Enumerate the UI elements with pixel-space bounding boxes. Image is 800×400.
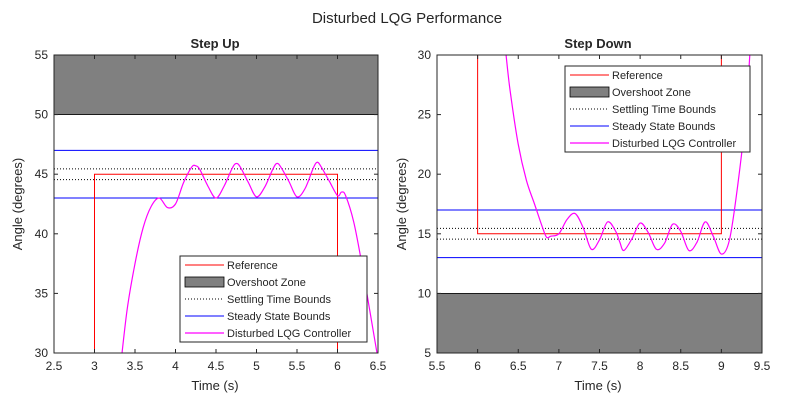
x-tick-label: 6 [474,359,481,373]
x-tick-label: 7.5 [591,359,608,373]
x-tick-label: 9.5 [754,359,771,373]
chart-title: Step Down [564,36,631,51]
y-tick-label: 30 [35,346,49,360]
legend-label: Disturbed LQG Controller [612,138,736,150]
x-tick-label: 5.5 [289,359,306,373]
x-tick-label: 7 [556,359,563,373]
legend-label: Overshoot Zone [227,277,306,289]
y-axis-label: Angle (degrees) [10,158,25,251]
x-tick-label: 2.5 [46,359,63,373]
x-tick-label: 5.5 [429,359,446,373]
x-tick-label: 3 [91,359,98,373]
legend: Reference Overshoot Zone Settling Time Bou… [179,255,368,343]
x-tick-label: 4.5 [208,359,225,373]
y-tick-label: 45 [35,167,49,181]
y-tick-label: 50 [35,108,49,122]
y-tick-label: 55 [35,48,49,62]
y-tick-label: 30 [418,48,432,62]
x-tick-label: 4 [172,359,179,373]
x-axis-label: Time (s) [574,378,621,393]
y-tick-label: 25 [418,108,432,122]
overshoot-zone [437,292,762,353]
series-disturbed-lqg-controller [121,161,378,353]
legend-label: Steady State Bounds [612,121,716,133]
chart-title: Step Up [190,36,239,51]
series-disturbed-lqg-controller [505,55,751,255]
x-tick-label: 6 [334,359,341,373]
y-axis-label: Angle (degrees) [394,158,409,251]
legend-label: Disturbed LQG Controller [227,328,351,340]
legend-label: Reference [227,260,278,272]
y-tick-label: 40 [35,227,49,241]
y-tick-label: 15 [418,227,432,241]
legend-label: Reference [612,70,663,82]
x-tick-label: 5 [253,359,260,373]
legend-label: Settling Time Bounds [227,294,331,306]
y-tick-label: 35 [35,286,49,300]
x-tick-label: 9 [718,359,725,373]
overshoot-zone [54,55,378,115]
x-tick-label: 3.5 [127,359,144,373]
x-tick-label: 8.5 [672,359,689,373]
legend: Reference Overshoot Zone Settling Time Bou… [564,65,751,153]
y-tick-label: 20 [418,167,432,181]
x-tick-label: 6.5 [370,359,387,373]
legend-swatch-overshoot [184,276,225,288]
y-tick-label: 5 [424,346,431,360]
legend-label: Settling Time Bounds [612,104,716,116]
chart-step-up: Step Up Time (s) Angle (degrees) 2.5 3 3.5… [10,36,387,393]
chart-step-down: Step Down Time (s) Angle (degrees) 5.5 6 6… [394,36,771,393]
y-tick-label: 10 [418,286,432,300]
legend-swatch-overshoot [569,86,610,98]
legend-box [564,65,751,153]
x-tick-label: 6.5 [510,359,527,373]
x-tick-label: 8 [637,359,644,373]
figure-title: Disturbed LQG Performance [312,10,502,27]
legend-label: Overshoot Zone [612,87,691,99]
x-axis-label: Time (s) [191,378,238,393]
legend-box [179,255,368,343]
legend-label: Steady State Bounds [227,311,331,323]
